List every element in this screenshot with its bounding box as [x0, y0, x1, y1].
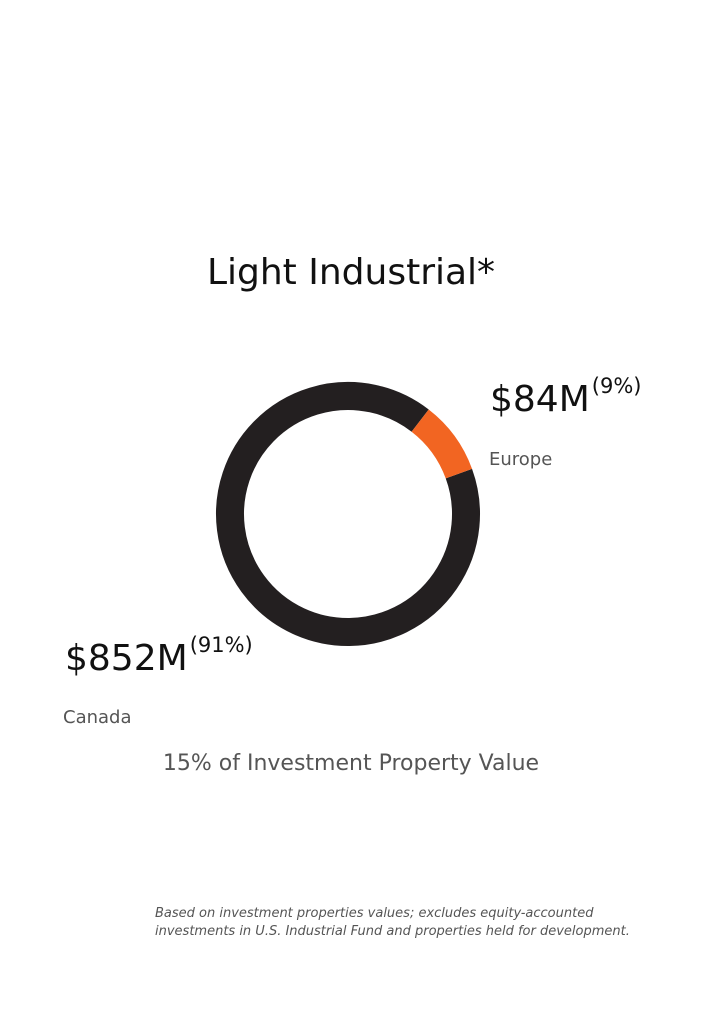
- category-label: Canada: [63, 707, 132, 728]
- category-label: Europe: [489, 449, 552, 470]
- chart-title: Light Industrial*: [207, 252, 495, 293]
- percent-label: (9%): [592, 374, 642, 398]
- percent-label: (91%): [190, 633, 253, 657]
- donut-segment: [216, 382, 480, 646]
- value-label: $852M: [65, 638, 188, 679]
- footnote: Based on investment properties values; e…: [155, 906, 594, 921]
- footnote: investments in U.S. Industrial Fund and …: [155, 924, 630, 939]
- subtitle: 15% of Investment Property Value: [163, 751, 539, 776]
- value-label: $84M: [490, 379, 590, 420]
- donut-segment: [411, 409, 473, 479]
